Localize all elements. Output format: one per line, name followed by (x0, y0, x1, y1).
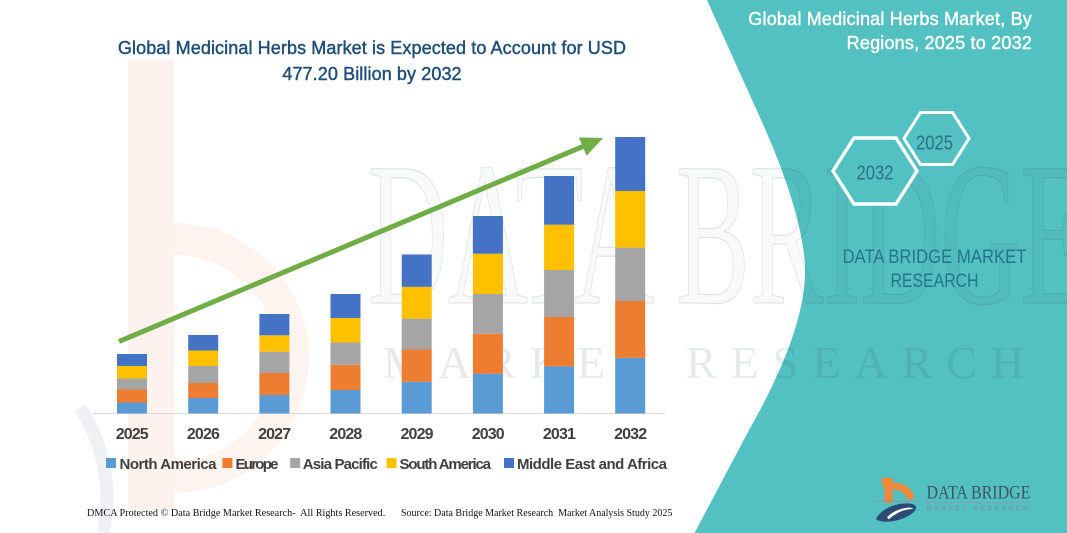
svg-text:2030: 2030 (472, 426, 505, 443)
svg-text:DATA BRIDGE: DATA BRIDGE (927, 483, 1031, 503)
svg-text:2032: 2032 (614, 426, 647, 443)
svg-text:2025: 2025 (116, 426, 149, 443)
svg-text:RESEARCH: RESEARCH (891, 271, 979, 292)
svg-text:2031: 2031 (543, 426, 576, 443)
svg-text:DATA BRIDGE MARKET: DATA BRIDGE MARKET (843, 247, 1027, 268)
svg-text:Middle East and Africa: Middle East and Africa (517, 456, 668, 473)
svg-text:2028: 2028 (329, 426, 362, 443)
svg-text:2026: 2026 (187, 426, 220, 443)
svg-text:North America: North America (120, 456, 218, 473)
svg-text:2027: 2027 (258, 426, 291, 443)
svg-text:DATA BRIDGE: DATA BRIDGE (368, 121, 1067, 348)
svg-text:2029: 2029 (401, 426, 434, 443)
svg-text:2032: 2032 (857, 163, 894, 185)
svg-text:Asia Pacific: Asia Pacific (303, 456, 378, 473)
svg-text:Europe: Europe (236, 456, 279, 473)
svg-text:MARKET RESEARCH: MARKET RESEARCH (927, 506, 1031, 513)
svg-text:South America: South America (400, 456, 492, 473)
svg-text:2025: 2025 (916, 133, 953, 155)
